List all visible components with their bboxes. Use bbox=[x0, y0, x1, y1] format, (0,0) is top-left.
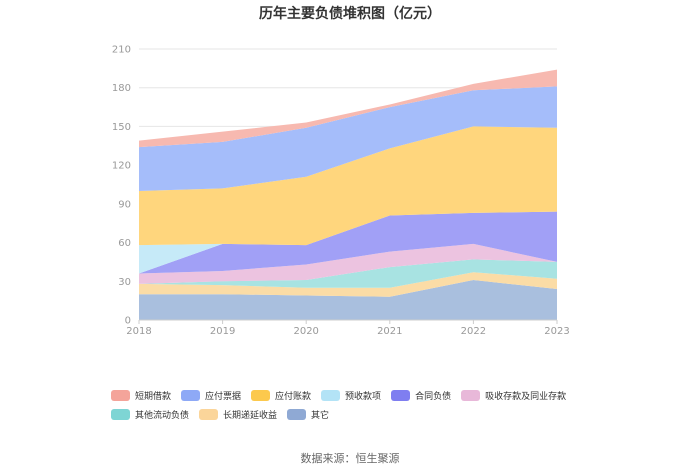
legend-label: 吸收存款及同业存款 bbox=[485, 391, 567, 402]
y-tick-label: 180 bbox=[112, 83, 131, 94]
legend-label: 长期递延收益 bbox=[223, 410, 278, 421]
legend-item[interactable]: 其它 bbox=[287, 407, 329, 421]
y-tick-label: 210 bbox=[112, 45, 131, 56]
x-tick-label: 2023 bbox=[544, 326, 569, 337]
legend-label: 应付账款 bbox=[275, 391, 312, 402]
legend-swatch bbox=[181, 389, 201, 401]
area-series bbox=[139, 211, 557, 274]
legend-swatch bbox=[287, 408, 307, 420]
x-tick-label: 2019 bbox=[210, 326, 235, 337]
x-tick-label: 2022 bbox=[461, 326, 486, 337]
area-series bbox=[139, 126, 557, 246]
chart-title: 历年主要负债堆积图（亿元） bbox=[259, 6, 441, 22]
legend-swatch bbox=[461, 389, 481, 401]
y-tick-label: 90 bbox=[118, 199, 131, 210]
x-tick-label: 2020 bbox=[293, 326, 318, 337]
x-tick-label: 2021 bbox=[377, 326, 402, 337]
y-tick-label: 150 bbox=[112, 122, 131, 133]
area-series bbox=[139, 243, 557, 284]
legend-item[interactable]: 长期递延收益 bbox=[199, 407, 277, 421]
legend-swatch bbox=[111, 389, 130, 401]
area-series bbox=[139, 280, 557, 320]
area-series bbox=[139, 69, 557, 148]
y-tick-label: 30 bbox=[118, 277, 131, 288]
chart-legend: 短期借款 应付票据 应付账款 预收款项 合同负债 吸收存款及同业存款其他流动负债 长期递延收… bbox=[111, 388, 631, 426]
legend-label: 其它 bbox=[311, 410, 330, 421]
x-tick-label: 2018 bbox=[126, 326, 151, 337]
legend-item[interactable]: 短期借款 bbox=[111, 388, 171, 402]
area-series bbox=[139, 259, 557, 288]
legend-item[interactable]: 应付账款 bbox=[251, 388, 311, 402]
legend-item[interactable]: 其他流动负债 bbox=[111, 407, 189, 421]
legend-swatch bbox=[199, 408, 219, 420]
legend-label: 其他流动负债 bbox=[135, 410, 190, 421]
y-tick-label: 60 bbox=[118, 238, 131, 249]
legend-swatch bbox=[111, 408, 130, 420]
legend-label: 应付票据 bbox=[205, 391, 242, 402]
y-tick-label: 120 bbox=[112, 161, 131, 172]
stacked-area-chart: 0 30 60 90 120 150 180 210 2018 2019 2020 2021 2022 2… bbox=[112, 45, 570, 338]
legend-label: 短期借款 bbox=[135, 391, 172, 402]
area-series bbox=[139, 86, 557, 191]
legend-item[interactable]: 预收款项 bbox=[321, 388, 381, 402]
data-source: 数据来源：恒生聚源 bbox=[300, 452, 400, 465]
legend-swatch bbox=[391, 389, 411, 401]
legend-swatch bbox=[321, 389, 341, 401]
legend-label: 预收款项 bbox=[345, 391, 382, 402]
legend-label: 合同负债 bbox=[415, 391, 452, 402]
legend-item[interactable]: 应付票据 bbox=[181, 388, 241, 402]
legend-swatch bbox=[251, 389, 271, 401]
area-series bbox=[139, 272, 557, 297]
legend-item[interactable]: 合同负债 bbox=[391, 388, 451, 402]
legend-item[interactable]: 吸收存款及同业存款 bbox=[461, 388, 566, 402]
y-tick-label: 0 bbox=[125, 316, 131, 327]
